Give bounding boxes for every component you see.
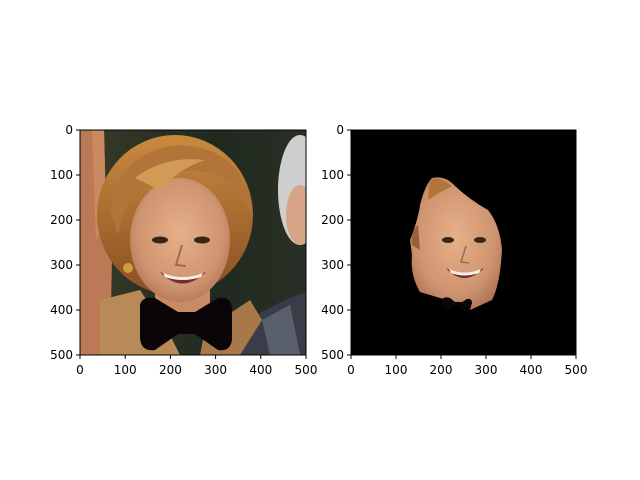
panel-segmented: 0 100 200 300 400 500 0 100 200 300 400 500 — [321, 123, 587, 377]
x-tick-label: 200 — [159, 363, 182, 377]
axes-frame — [79, 129, 307, 356]
x-tick-label: 0 — [347, 363, 355, 377]
x-tick-label: 100 — [385, 363, 408, 377]
y-tick-label: 200 — [321, 213, 344, 227]
y-tick-label: 400 — [321, 303, 344, 317]
x-tick-label: 200 — [430, 363, 453, 377]
x-axis: 0 100 200 300 400 500 — [76, 355, 317, 377]
x-tick-label: 500 — [565, 363, 588, 377]
x-tick-label: 300 — [475, 363, 498, 377]
y-tick-label: 200 — [50, 213, 73, 227]
x-tick-label: 400 — [249, 363, 272, 377]
photo-segmented — [351, 130, 576, 355]
photo-original — [80, 130, 306, 355]
y-tick-label: 100 — [321, 168, 344, 182]
x-tick-label: 300 — [204, 363, 227, 377]
y-axis: 0 100 200 300 400 500 — [50, 123, 80, 362]
x-tick-label: 100 — [114, 363, 137, 377]
axes-frame — [350, 129, 577, 356]
y-tick-label: 500 — [321, 348, 344, 362]
y-axis: 0 100 200 300 400 500 — [321, 123, 351, 362]
y-tick-label: 400 — [50, 303, 73, 317]
y-tick-label: 0 — [65, 123, 73, 137]
y-tick-label: 300 — [321, 258, 344, 272]
x-tick-label: 500 — [295, 363, 318, 377]
bowtie-segmented — [442, 297, 472, 312]
y-tick-label: 100 — [50, 168, 73, 182]
panel-original: 0 100 200 300 400 500 0 100 200 300 400 500 — [50, 123, 317, 377]
x-tick-label: 0 — [76, 363, 84, 377]
y-tick-label: 0 — [336, 123, 344, 137]
y-tick-label: 300 — [50, 258, 73, 272]
y-tick-label: 500 — [50, 348, 73, 362]
x-tick-label: 400 — [520, 363, 543, 377]
x-axis: 0 100 200 300 400 500 — [347, 355, 587, 377]
bowtie-overlay — [140, 297, 232, 351]
